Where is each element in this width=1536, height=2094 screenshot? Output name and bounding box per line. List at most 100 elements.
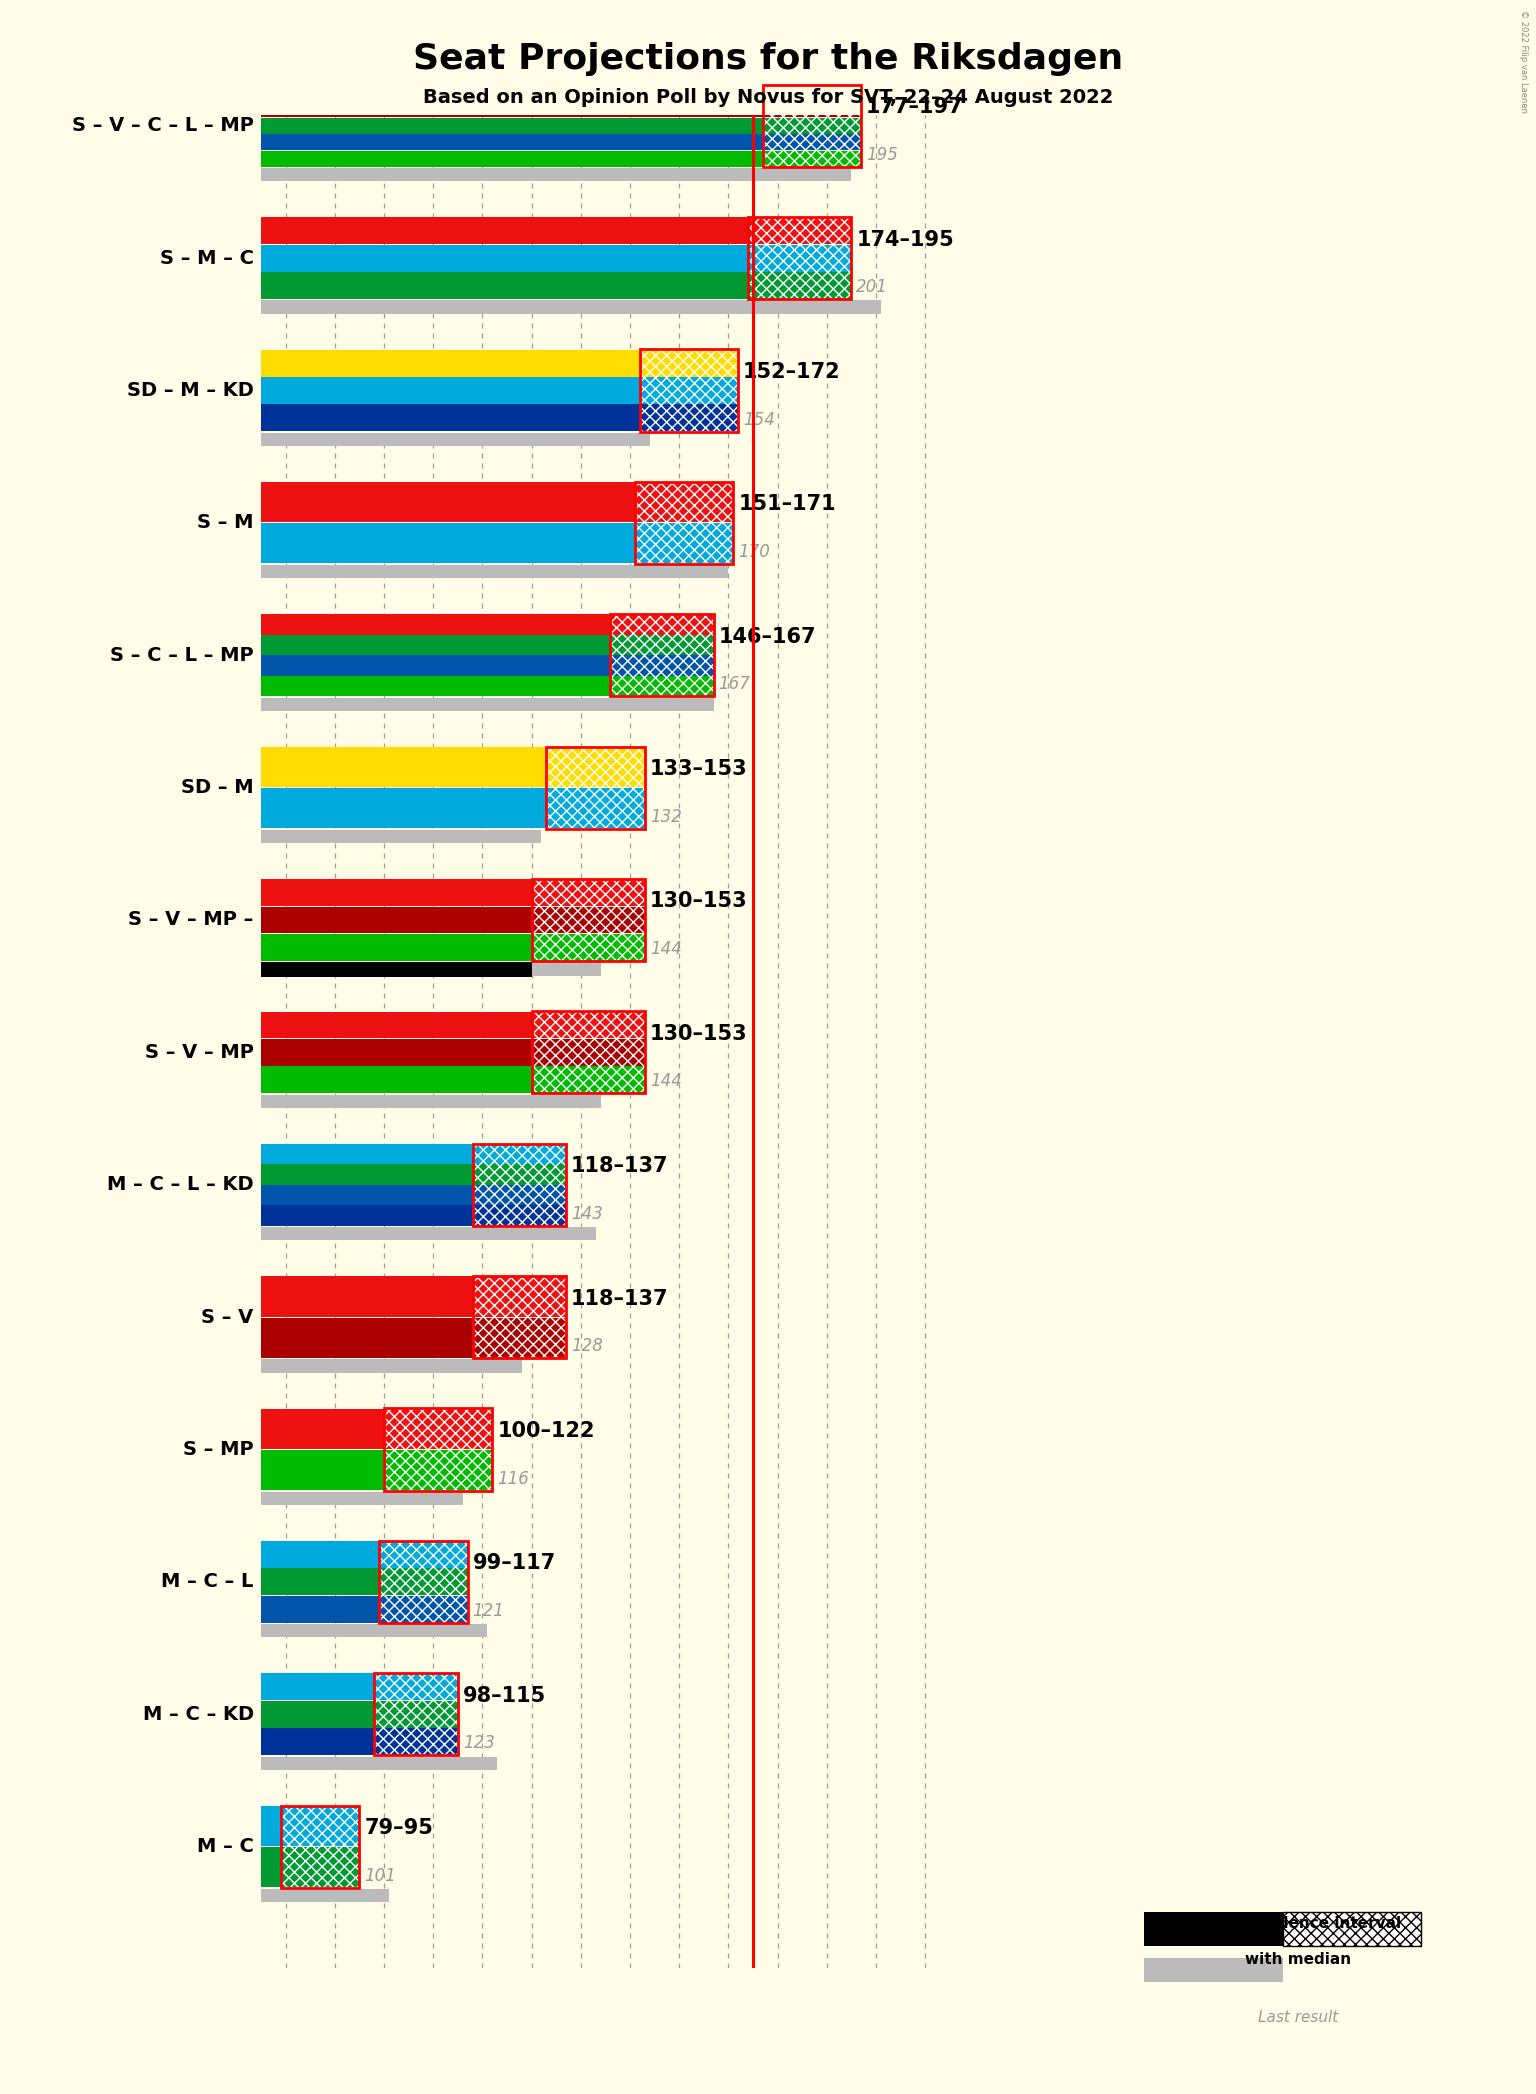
Text: SD – M – KD: SD – M – KD (127, 381, 253, 400)
Bar (261, 1449, 384, 1491)
Text: M – C – L – KD: M – C – L – KD (108, 1175, 253, 1194)
Bar (379, 1596, 467, 1623)
Bar (261, 151, 763, 168)
Bar (634, 482, 733, 563)
Text: 143: 143 (571, 1204, 602, 1223)
Bar (261, 134, 763, 151)
Text: S – M – C: S – M – C (160, 249, 253, 268)
Bar (261, 1317, 473, 1357)
Bar (375, 1673, 458, 1755)
Bar (531, 879, 645, 961)
Bar (384, 1409, 493, 1449)
Bar (473, 1206, 567, 1225)
Bar (547, 748, 645, 787)
Text: S – MP: S – MP (183, 1441, 253, 1460)
Bar (261, 1277, 473, 1317)
Bar (261, 1185, 473, 1204)
Bar (261, 1568, 379, 1596)
Bar (261, 1541, 379, 1568)
Text: 95% confidence interval: 95% confidence interval (1195, 1916, 1401, 1931)
Bar (261, 524, 634, 563)
Bar (610, 655, 714, 676)
Text: M – C – KD: M – C – KD (143, 1705, 253, 1723)
Bar (763, 117, 862, 134)
Bar (261, 907, 531, 934)
Bar (281, 1805, 359, 1847)
Bar (473, 1143, 567, 1164)
Bar (261, 1596, 379, 1623)
Text: S – C – L – MP: S – C – L – MP (111, 645, 253, 664)
Bar (641, 377, 739, 404)
Bar (261, 1409, 384, 1449)
Text: 195: 195 (866, 147, 899, 163)
Bar (261, 614, 610, 634)
Bar (261, 272, 748, 299)
Text: 151–171: 151–171 (739, 494, 836, 515)
Text: SD – M: SD – M (181, 779, 253, 798)
Bar (763, 101, 862, 117)
Bar (531, 1066, 645, 1093)
Bar (261, 787, 547, 829)
Bar (261, 302, 880, 314)
Bar (763, 134, 862, 151)
Bar (384, 1449, 493, 1491)
Bar (261, 1728, 375, 1755)
Text: 201: 201 (856, 279, 888, 295)
Bar (531, 934, 645, 961)
Bar (261, 377, 641, 404)
Text: 79–95: 79–95 (364, 1818, 433, 1839)
Bar (547, 748, 645, 829)
Bar (261, 1143, 473, 1164)
Bar (261, 350, 641, 377)
Text: S – V – MP: S – V – MP (144, 1043, 253, 1062)
Text: 121: 121 (473, 1602, 504, 1621)
Bar (473, 1277, 567, 1317)
Bar (610, 634, 714, 655)
Bar (261, 1700, 375, 1728)
Bar (261, 1625, 487, 1638)
Text: S – M: S – M (197, 513, 253, 532)
Text: 100–122: 100–122 (498, 1422, 594, 1441)
Bar (531, 1011, 645, 1093)
Bar (763, 86, 862, 101)
Bar (261, 218, 748, 245)
Text: with median: with median (1244, 1952, 1352, 1966)
Bar (261, 1227, 596, 1240)
Text: © 2022 Filip van Laenen: © 2022 Filip van Laenen (1519, 10, 1528, 113)
Bar (261, 879, 531, 907)
Bar (763, 84, 862, 168)
Bar (531, 879, 645, 907)
Text: 177–197: 177–197 (866, 96, 963, 117)
Bar (261, 1491, 462, 1506)
Text: 123: 123 (462, 1734, 495, 1753)
Bar (261, 748, 547, 787)
Bar (473, 1275, 567, 1359)
Bar (641, 350, 739, 377)
Bar (473, 1143, 567, 1225)
Text: 118–137: 118–137 (571, 1288, 668, 1309)
Bar (261, 655, 610, 676)
Text: M – C: M – C (197, 1836, 253, 1855)
Text: Based on an Opinion Poll by Novus for SVT, 22–24 August 2022: Based on an Opinion Poll by Novus for SV… (422, 88, 1114, 107)
Bar (261, 1805, 281, 1847)
Bar (261, 963, 601, 976)
Text: 154: 154 (743, 410, 776, 429)
Bar (641, 404, 739, 431)
Bar (261, 86, 763, 101)
Bar (261, 1847, 281, 1887)
Text: M – C – L: M – C – L (161, 1573, 253, 1591)
Text: 170: 170 (739, 542, 770, 561)
Text: S – V – C – L – MP: S – V – C – L – MP (72, 117, 253, 136)
Text: 144: 144 (650, 940, 682, 959)
Text: S – V – MP –: S – V – MP – (129, 911, 253, 930)
Bar (375, 1700, 458, 1728)
Text: 130–153: 130–153 (650, 892, 748, 911)
Bar (748, 245, 851, 272)
Text: S – V: S – V (201, 1307, 253, 1328)
Text: 174–195: 174–195 (856, 230, 954, 249)
Text: 130–153: 130–153 (650, 1024, 748, 1043)
Text: 128: 128 (571, 1338, 602, 1355)
Bar (375, 1728, 458, 1755)
Bar (261, 634, 610, 655)
Bar (261, 934, 531, 961)
